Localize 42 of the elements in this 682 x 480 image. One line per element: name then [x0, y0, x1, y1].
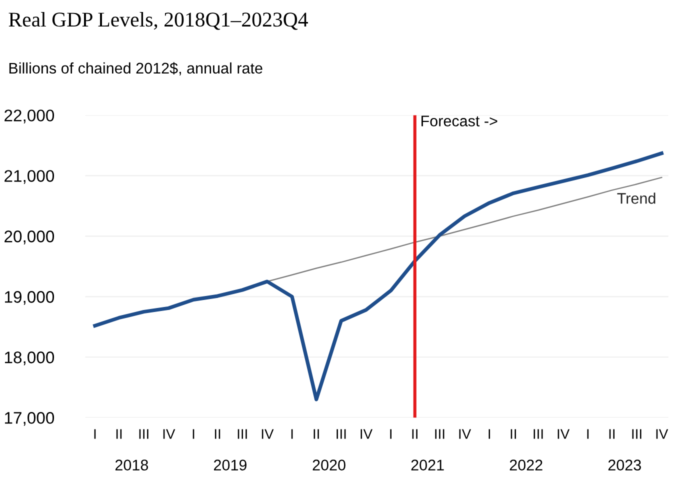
text: I: [390, 429, 392, 439]
x-tick-label: 2023: [608, 460, 641, 470]
text: II: [412, 429, 418, 439]
text: II: [116, 429, 122, 439]
y-tick-label: 21,000: [4, 170, 54, 184]
text: IV: [360, 429, 373, 439]
text: I: [587, 429, 589, 439]
y-tick-label: 17,000: [4, 412, 54, 426]
ref-line-label: Forecast ->: [422, 116, 498, 126]
y-tick-label: 20,000: [4, 230, 54, 244]
text: I: [94, 429, 96, 439]
y-tick-label: 18,000: [4, 352, 54, 366]
text: I: [192, 429, 194, 439]
text: III: [336, 429, 346, 439]
y-tick-label: 22,000: [4, 110, 54, 124]
text: IV: [262, 429, 274, 439]
x-tick-label: 2020: [312, 460, 346, 470]
series-label: Trend: [617, 192, 656, 204]
text: II: [214, 429, 220, 439]
chart-title: Real GDP Levels, 2018Q1–2023Q4: [8, 12, 308, 30]
text: IV: [656, 429, 668, 439]
y-axis-title: Billions of chained 2012$, annual rate: [9, 62, 262, 76]
text: III: [238, 429, 247, 439]
text: IV: [459, 429, 472, 439]
text: III: [435, 429, 444, 439]
text: II: [609, 429, 615, 439]
text: I: [488, 429, 490, 439]
text: IV: [163, 429, 176, 439]
text: I: [291, 429, 293, 439]
y-tick-label: 19,000: [4, 291, 54, 305]
text: II: [314, 429, 319, 439]
x-tick-label: 2022: [510, 460, 542, 470]
x-tick-label: 2018: [115, 460, 148, 470]
text: III: [534, 429, 543, 439]
x-tick-label: 2021: [411, 460, 444, 470]
x-tick-label: 2019: [214, 460, 246, 470]
line-series: [93, 151, 664, 402]
text: II: [510, 429, 516, 439]
text: IV: [558, 429, 570, 439]
text: III: [632, 429, 642, 439]
text: III: [139, 429, 148, 439]
line-series: [266, 176, 662, 282]
